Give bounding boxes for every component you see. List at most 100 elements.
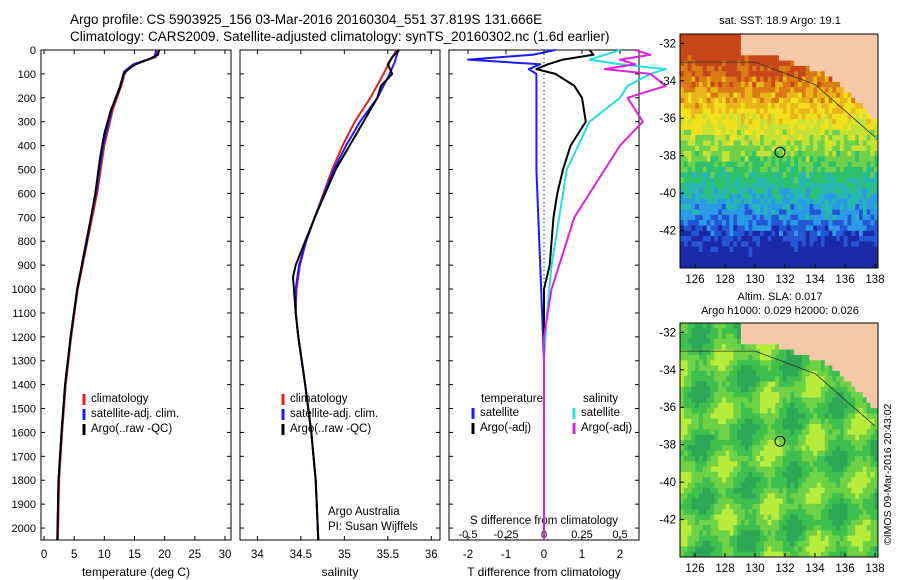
- sst-map-cell: [725, 172, 730, 178]
- sla-map-cell: [828, 440, 833, 446]
- sst-map-cell: [718, 108, 723, 115]
- sst-map-cell: [847, 257, 852, 264]
- sst-map-cell: [687, 34, 692, 40]
- sst-map-cell: [859, 262, 864, 269]
- sst-map-lon-label: 126: [685, 274, 704, 286]
- sla-map-cell: [809, 333, 814, 340]
- sst-map-cell: [771, 92, 776, 99]
- sla-map-cell: [870, 503, 875, 510]
- sla-map-cell: [748, 418, 753, 425]
- sst-map-cell: [798, 188, 803, 194]
- sla-map-cell: [813, 514, 818, 521]
- sst-map-cell: [870, 167, 875, 173]
- sst-map-cell: [859, 204, 864, 210]
- sst-map-cell: [737, 167, 742, 173]
- sst-map-cell: [737, 44, 742, 51]
- sla-map-cell: [702, 461, 707, 467]
- sst-map-cell: [763, 65, 768, 72]
- sst-map-cell: [820, 209, 826, 216]
- sst-map-cell: [817, 198, 822, 205]
- sla-map-cell: [721, 333, 727, 340]
- sst-map-cell: [699, 71, 704, 77]
- sst-map-cell: [847, 60, 852, 67]
- sla-map-cell: [680, 344, 685, 350]
- sst-map-cell: [828, 177, 833, 184]
- sst-map-cell: [859, 55, 864, 61]
- sst-map-cell: [790, 87, 795, 93]
- sla-map-cell: [847, 424, 852, 430]
- sst-map-cell: [714, 97, 719, 104]
- sla-map-cell: [737, 445, 742, 451]
- sst-map-cell: [794, 50, 799, 56]
- sst-map-cell: [809, 241, 814, 248]
- sla-map-cell: [767, 370, 772, 377]
- sst-map-cell: [687, 124, 692, 131]
- sst-map-cell: [851, 65, 856, 72]
- sla-map-cell: [832, 503, 837, 510]
- sst-map-cell: [813, 39, 818, 45]
- sst-map-cell: [874, 241, 879, 248]
- sla-map-cell: [760, 349, 765, 356]
- sst-map-cell: [809, 262, 814, 269]
- sla-map-cell: [695, 445, 700, 451]
- sla-map-cell: [702, 498, 707, 505]
- sst-map-cell: [721, 209, 727, 216]
- sla-map-cell: [748, 424, 753, 430]
- sla-map-cell: [862, 466, 867, 473]
- sla-map-cell: [756, 471, 761, 478]
- sla-map-cell: [744, 370, 749, 377]
- sst-map-cell: [790, 119, 795, 125]
- legend-label: Argo(..raw -QC): [91, 423, 172, 435]
- sla-map-cell: [809, 376, 814, 382]
- sla-map-cell: [794, 408, 799, 414]
- sla-map-cell: [794, 456, 799, 462]
- sla-map-frame: [679, 322, 879, 558]
- sst-map-cell: [725, 65, 730, 72]
- sla-map-cell: [828, 450, 833, 457]
- sla-map-cell: [729, 503, 734, 510]
- sst-map-cell: [843, 103, 848, 109]
- sla-map-cell: [786, 445, 791, 451]
- sla-map-cell: [805, 525, 810, 531]
- sst-map-cell: [817, 182, 822, 189]
- sst-map-cell: [843, 214, 848, 221]
- sst-map-cell: [771, 34, 776, 40]
- sla-map-cell: [798, 509, 803, 515]
- sla-map-cell: [847, 354, 852, 361]
- sla-map-cell: [725, 376, 730, 382]
- sla-map-cell: [748, 386, 753, 393]
- sst-map-cell: [862, 103, 867, 109]
- sla-map-cell: [813, 445, 818, 451]
- sst-map-cell: [710, 230, 715, 237]
- sla-map-cell: [775, 461, 780, 467]
- sla-map-cell: [820, 541, 826, 547]
- sla-map-cell: [691, 440, 696, 446]
- sla-map-cell: [859, 445, 864, 451]
- sst-map-cell: [839, 241, 845, 248]
- sla-map-cell: [740, 456, 746, 462]
- sst-map-cell: [695, 34, 700, 40]
- sla-map-cell: [760, 344, 765, 350]
- sla-map-cell: [801, 477, 806, 483]
- sla-map-cell: [836, 514, 841, 521]
- sla-map-cell: [798, 434, 803, 441]
- sst-map-cell: [763, 167, 768, 173]
- sst-map-cell: [870, 124, 875, 131]
- sla-map-cell: [699, 530, 704, 537]
- sst-map-cell: [767, 65, 772, 72]
- sla-map-cell: [756, 402, 761, 409]
- sst-map-cell: [794, 161, 799, 168]
- sst-map-cell: [680, 97, 685, 104]
- sla-map-cell: [874, 456, 879, 462]
- sla-map-cell: [851, 477, 856, 483]
- sla-map-cell: [828, 466, 833, 473]
- sst-map-cell: [786, 230, 791, 237]
- sst-map-cell: [843, 119, 848, 125]
- sst-map-cell: [760, 97, 765, 104]
- sla-map-cell: [874, 466, 879, 473]
- sst-map-cell: [843, 71, 848, 77]
- sst-map-cell: [756, 81, 761, 88]
- sst-map-cell: [775, 108, 780, 115]
- sla-map-cell: [824, 408, 829, 414]
- sla-map-cell: [843, 408, 848, 414]
